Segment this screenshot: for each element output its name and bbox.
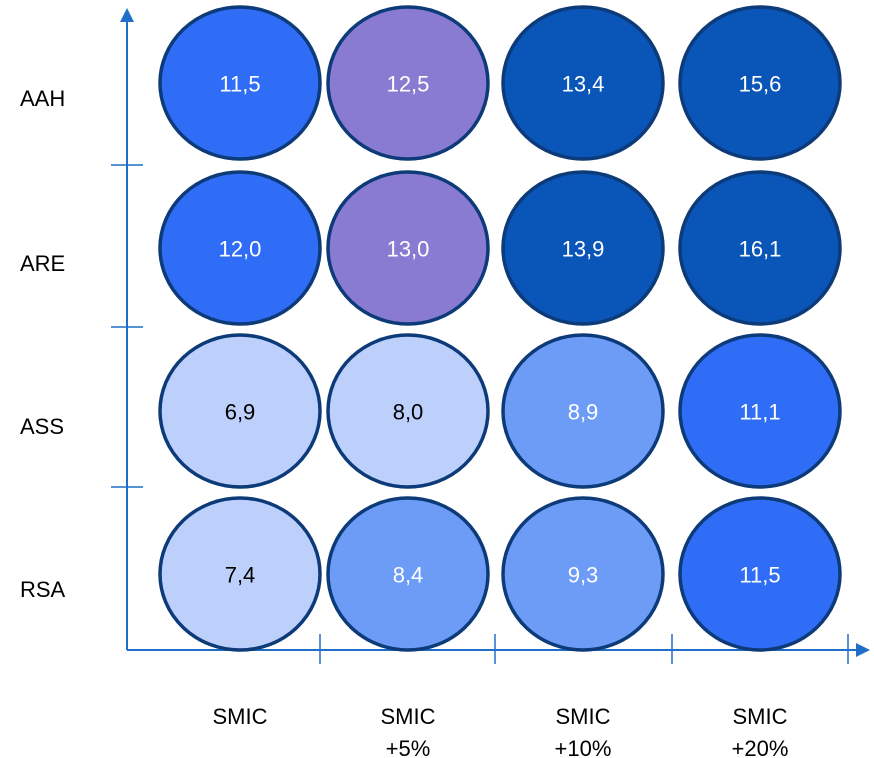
bubble-value: 15,6 (739, 72, 782, 97)
bubble-shape (678, 496, 842, 652)
row-labels: AAH ARE ASS RSA (20, 86, 66, 602)
bubble-shape (678, 5, 842, 161)
bubble-value: 7,4 (225, 563, 256, 588)
row-label-aah: AAH (20, 86, 65, 111)
column-label-2-line-2: +5% (386, 736, 431, 758)
bubble-shape (326, 496, 490, 652)
column-label-1-line-1: SMIC (213, 704, 268, 729)
bubble-shape (678, 170, 842, 326)
bubble-value: 16,1 (739, 237, 782, 262)
bubble-shape (326, 5, 490, 161)
bubble-value: 9,3 (568, 563, 599, 588)
bubble-value: 8,4 (393, 563, 424, 588)
y-axis-arrow (120, 8, 134, 22)
row-label-rsa: RSA (20, 577, 66, 602)
row-label-are: ARE (20, 251, 65, 276)
column-label-3-line-1: SMIC (556, 704, 611, 729)
column-label-4-line-1: SMIC (733, 704, 788, 729)
bubble-value: 12,5 (387, 72, 430, 97)
x-axis-arrow (856, 643, 870, 657)
bubble-are-col-3: 13,9 (501, 170, 665, 326)
bubble-aah-col-3: 13,4 (501, 5, 665, 161)
bubble-shape (326, 170, 490, 326)
bubble-value: 13,0 (387, 237, 430, 262)
bubble-aah-col-1: 11,5 (158, 5, 322, 161)
bubble-value: 13,4 (562, 72, 605, 97)
bubble-are-col-4: 16,1 (678, 170, 842, 326)
bubble-value: 11,5 (219, 72, 260, 97)
row-label-ass: ASS (20, 414, 64, 439)
column-label-3-line-2: +10% (555, 736, 612, 758)
bubble-rsa-col-4: 11,5 (678, 496, 842, 652)
bubble-rsa-col-3: 9,3 (501, 496, 665, 652)
bubble-shape (158, 333, 322, 489)
bubble-ass-col-1: 6,9 (158, 333, 322, 489)
bubble-rsa-col-1: 7,4 (158, 496, 322, 652)
bubble-shape (326, 333, 490, 489)
bubble-ass-col-2: 8,0 (326, 333, 490, 489)
bubble-are-col-2: 13,0 (326, 170, 490, 326)
bubble-are-col-1: 12,0 (158, 170, 322, 326)
bubble-shape (678, 333, 842, 489)
bubble-ass-col-4: 11,1 (678, 333, 842, 489)
bubble-value: 13,9 (562, 237, 605, 262)
bubble-ass-col-3: 8,9 (501, 333, 665, 489)
bubble-aah-col-4: 15,6 (678, 5, 842, 161)
bubble-shape (158, 5, 322, 161)
bubble-value: 6,9 (225, 400, 256, 425)
bubble-value: 8,0 (393, 400, 424, 425)
bubble-value: 8,9 (568, 400, 599, 425)
bubble-value: 11,5 (739, 563, 780, 588)
bubble-shape (501, 496, 665, 652)
bubble-shape (158, 496, 322, 652)
bubble-value: 12,0 (219, 237, 262, 262)
bubble-rsa-col-2: 8,4 (326, 496, 490, 652)
bubble-shape (501, 170, 665, 326)
bubble-value: 11,1 (739, 400, 780, 425)
column-label-4-line-2: +20% (732, 736, 789, 758)
column-label-2-line-1: SMIC (381, 704, 436, 729)
bubble-aah-col-2: 12,5 (326, 5, 490, 161)
column-labels: SMIC SMIC +5% SMIC +10% SMIC +20% (213, 704, 789, 758)
bubble-shape (501, 333, 665, 489)
bubble-shape (501, 5, 665, 161)
bubble-shape (158, 170, 322, 326)
bubbles: 11,5 12,5 13,4 15,6 12,0 13,0 13,9 16,1 6,9 8,0 8,… (158, 5, 842, 652)
